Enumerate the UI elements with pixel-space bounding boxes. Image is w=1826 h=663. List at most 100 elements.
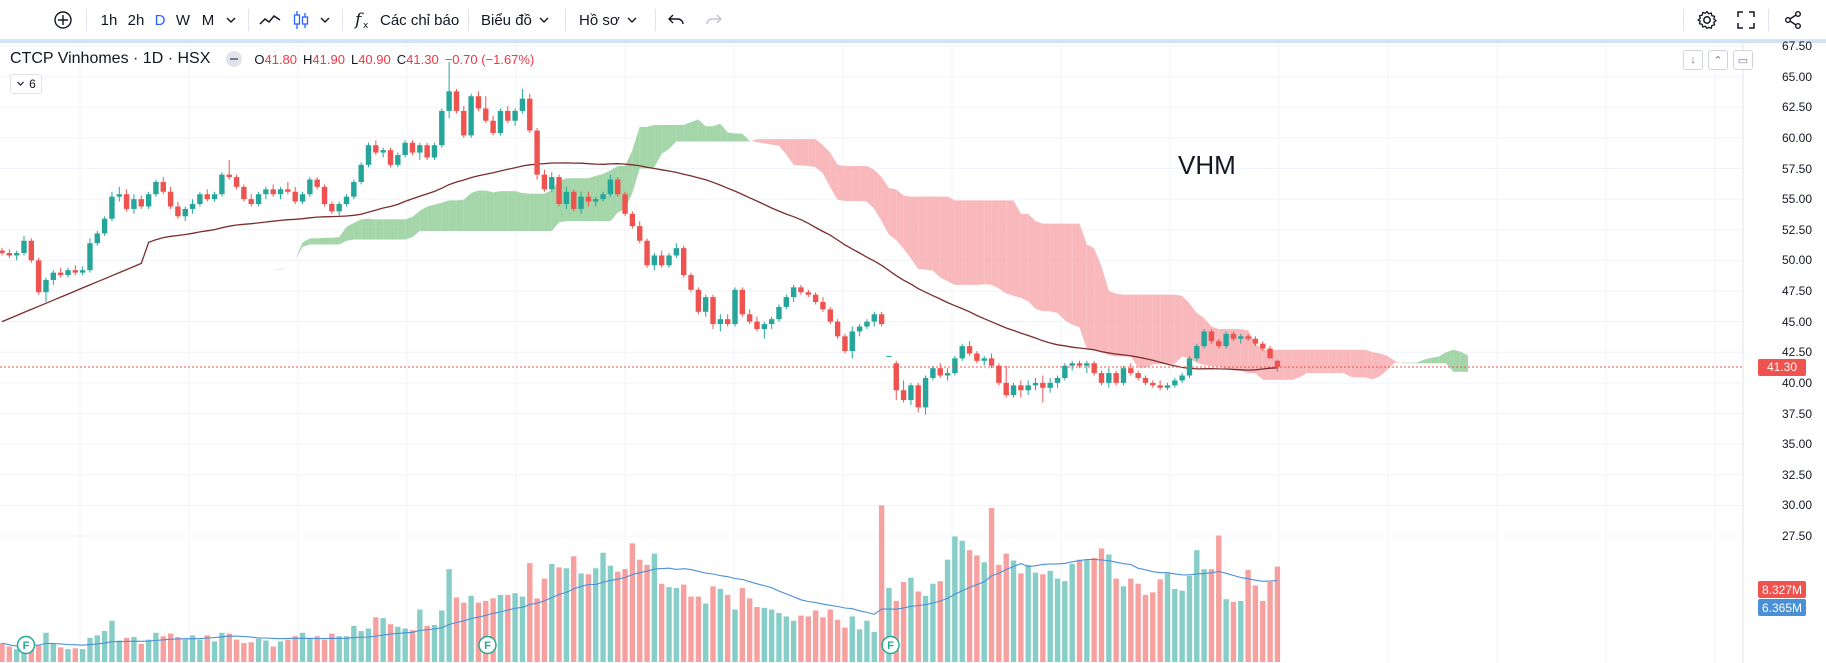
- cloud-segment-bearish: [932, 196, 941, 278]
- candle-body: [468, 96, 474, 136]
- maximize-pane-button[interactable]: ▭: [1733, 50, 1753, 70]
- redo-button[interactable]: [702, 0, 726, 40]
- cloud-segment-bullish: [199, 253, 208, 255]
- candle-body: [336, 204, 342, 212]
- undo-button[interactable]: [664, 0, 688, 40]
- low-key: L: [350, 51, 359, 67]
- candle-body: [358, 164, 364, 182]
- candle-body: [299, 194, 306, 202]
- scroll-down-button[interactable]: ↓: [1683, 50, 1703, 70]
- volume-bar: [175, 637, 181, 662]
- candle-body: [57, 272, 64, 276]
- collapse-pane-button[interactable]: ⌃: [1708, 50, 1728, 70]
- candle-body: [900, 390, 907, 401]
- interval-w-button[interactable]: W: [175, 11, 191, 29]
- candle-body: [373, 145, 379, 153]
- candle-body: [593, 199, 599, 202]
- volume-bar: [593, 568, 599, 662]
- volume-bar: [475, 602, 482, 662]
- volume-bar: [292, 636, 298, 662]
- last-price-label: 41.30: [1758, 358, 1806, 376]
- candle-body: [28, 240, 35, 261]
- hide-series-icon[interactable]: [226, 51, 243, 67]
- volume-bar: [373, 617, 379, 662]
- chart-menu-button[interactable]: Biểu đồ: [481, 0, 551, 40]
- volume-bar: [468, 595, 474, 662]
- volume-bar: [1157, 579, 1163, 662]
- candle-body: [717, 319, 724, 325]
- volume-bar: [666, 587, 672, 662]
- indicators-label: Các chỉ báo: [380, 11, 460, 29]
- cloud-segment-bearish: [947, 196, 955, 285]
- toolbar-divider: [1768, 9, 1769, 31]
- interval-m-button[interactable]: M: [201, 11, 215, 29]
- volume-bar: [94, 635, 100, 662]
- interval-2h-button[interactable]: 2h: [127, 11, 145, 29]
- interval-1h-button[interactable]: 1h: [100, 11, 118, 29]
- candle-body: [908, 385, 914, 401]
- cloud-segment-bullish: [529, 193, 538, 231]
- volume-bar: [680, 584, 687, 662]
- candle-body: [886, 355, 892, 357]
- candle-chart-type-button[interactable]: [288, 0, 314, 40]
- candle-body: [1120, 368, 1127, 383]
- cloud-segment-bearish: [1123, 294, 1131, 357]
- toolbar-divider: [342, 9, 343, 31]
- add-symbol-button[interactable]: [46, 0, 80, 40]
- candle-body: [1128, 368, 1134, 374]
- cloud-segment-bearish: [1013, 200, 1021, 298]
- volume-bar: [512, 593, 518, 662]
- volume-bar: [1128, 578, 1134, 662]
- settings-button[interactable]: [1694, 0, 1720, 40]
- candle-body: [680, 248, 687, 276]
- cloud-segment-bullish: [727, 132, 735, 142]
- cloud-segment-bullish: [1409, 362, 1417, 364]
- fullscreen-button[interactable]: [1734, 0, 1758, 40]
- cloud-segment-bullish: [456, 199, 464, 231]
- cloud-segment-bearish: [1204, 317, 1212, 367]
- volume-bar: [1113, 578, 1119, 662]
- cloud-segment-bearish: [984, 200, 992, 285]
- candle-body: [534, 130, 540, 175]
- price-tick-label: 50.00: [1781, 253, 1812, 268]
- line-chart-type-button[interactable]: [256, 0, 284, 40]
- cloud-segment-bearish: [778, 139, 787, 155]
- candle-body: [651, 255, 658, 266]
- volume-bar: [1091, 557, 1097, 662]
- intervals-dropdown-button[interactable]: [222, 0, 240, 40]
- arrow-down-icon: ↓: [1690, 54, 1696, 66]
- share-button[interactable]: [1780, 0, 1806, 40]
- volume-bar: [167, 633, 174, 662]
- volume-bar: [629, 543, 636, 662]
- cloud-segment-bearish: [1020, 213, 1029, 302]
- candle-body: [1194, 346, 1200, 359]
- cloud-segment-bearish: [1050, 223, 1058, 314]
- cloud-segment-bearish: [991, 200, 999, 289]
- candle-body: [43, 279, 49, 293]
- chevron-collapse-icon: ⌃: [1713, 54, 1723, 67]
- volume-bar: [1267, 582, 1273, 662]
- volume-ma-line: [1, 558, 1278, 647]
- toolbar-divider: [655, 9, 656, 31]
- interval-d-button[interactable]: D: [154, 11, 166, 29]
- chart-type-dropdown-button[interactable]: [316, 0, 334, 40]
- candle-body: [930, 368, 936, 378]
- symbol-title[interactable]: CTCP Vinhomes · 1D · HSX: [10, 50, 211, 67]
- volume-bar: [600, 552, 606, 662]
- cloud-segment-bullish: [515, 191, 523, 231]
- candle-body: [578, 196, 584, 209]
- cloud-segment-bullish: [207, 248, 215, 255]
- candle-body: [321, 186, 328, 205]
- volume-bar: [578, 573, 584, 662]
- cloud-segment-bearish: [969, 200, 977, 285]
- legend-collapse-button[interactable]: 6: [10, 74, 42, 94]
- cloud-segment-bearish: [844, 166, 853, 201]
- svg-text:f: f: [354, 10, 364, 30]
- cloud-segment-bearish: [881, 177, 889, 235]
- candle-body: [255, 194, 262, 205]
- profile-menu-button[interactable]: Hồ sơ: [579, 0, 645, 40]
- cloud-segment-bearish: [1394, 360, 1403, 364]
- volume-bar: [241, 643, 247, 662]
